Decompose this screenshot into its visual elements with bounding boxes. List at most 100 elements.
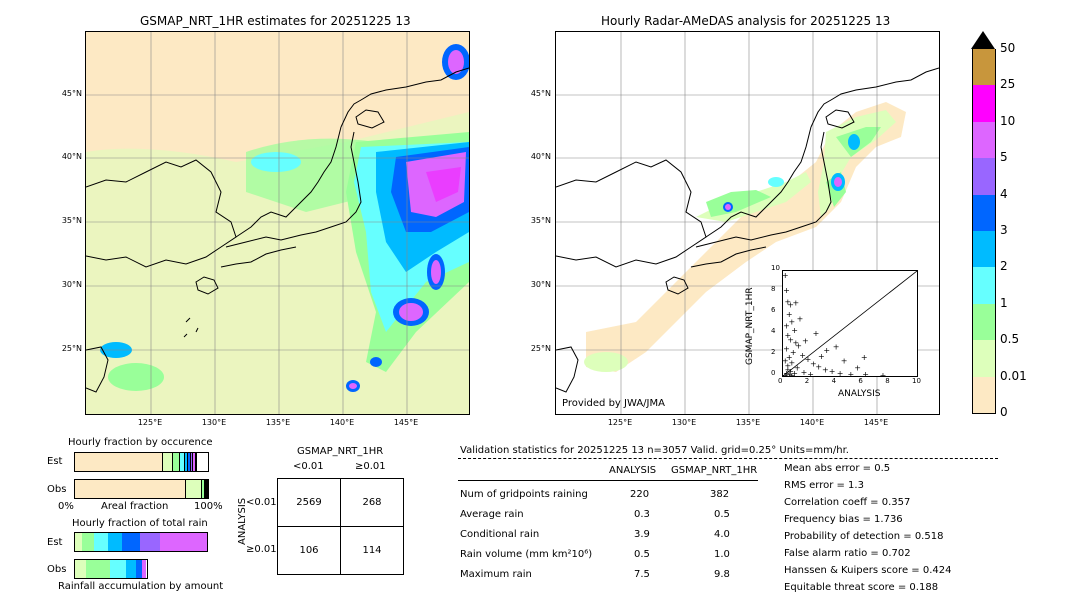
validation-col-gsmap: GSMAP_NRT_1HR [671,465,758,476]
scatter-point: + [791,369,798,376]
stat-analysis-gridpoints: 220 [630,489,650,500]
occurrence-segment [193,453,196,471]
right-map-canvas [556,32,939,414]
occurrence-est-label: Est [47,456,63,467]
validation-col-analysis: ANALYSIS [609,465,657,476]
colorbar-label: 4 [1000,186,1008,201]
contingency-cell-12: 268 [340,478,404,527]
contingency-table: 2569 268 106 114 [277,478,404,575]
left-map [85,31,470,415]
scatter-point: + [783,356,789,365]
stat-label-average: Average rain [460,509,524,520]
colorbar-segment [972,158,996,195]
scatter-point: + [783,345,790,354]
metric-freq-bias: Frequency bias = 1.736 [784,514,903,525]
scatter-point: + [783,369,790,376]
occurrence-segment [188,453,191,471]
right-map: + + + + + + + + + + + + + + + + + + + + + + + + + + + + + + + + + + + + + + + +… [555,31,940,415]
metric-rmse: RMS error = 1.3 [784,480,864,491]
colorbar-segment [972,121,996,159]
contingency-cell-22: 114 [340,526,404,575]
contingency-col2: ≥0.01 [355,461,386,472]
scatter-point: + [880,371,887,376]
colorbar-label: 1 [1000,295,1008,310]
scatter-ytick: 2 [771,348,776,356]
scatter-point: + [785,331,792,340]
colorbar-segment [972,49,996,86]
scatter-point: + [815,363,822,372]
scatter-point: + [822,366,829,375]
occurrence-axis-right: 100% [194,501,223,512]
amount-caption: Rainfall accumulation by amount [58,581,224,592]
occurrence-segment [204,480,206,498]
colorbar-label: 3 [1000,223,1008,237]
scatter-point: + [805,355,812,364]
amount-est-label: Est [47,537,63,548]
left-lon-130: 130°E [201,418,227,427]
metric-hk: Hanssen & Kuipers score = 0.424 [784,565,952,576]
scatter-point: + [785,362,792,371]
contingency-row1: <0.01 [246,497,277,508]
occurrence-segment [195,453,198,471]
occurrence-segment [190,453,194,471]
left-lat-35: 35°N [61,216,82,225]
scatter-point: + [783,271,789,280]
validation-header: Validation statistics for 20251225 13 n=… [460,445,849,456]
amount-obs-label: Obs [47,564,67,575]
occurrence-title: Hourly fraction by occurence [68,437,213,448]
scatter-inset: + + + + + + + + + + + + + + + + + + + + + + + + + + + + + + + + + + + + + + + +… [782,270,918,380]
scatter-point: + [789,371,796,376]
stat-gsmap-average: 0.5 [714,509,730,520]
metric-corr: Correlation coeff = 0.357 [784,497,911,508]
right-lat-25: 25°N [530,344,551,353]
amount-obs-bar [74,559,148,579]
validation-divider [458,458,998,459]
contingency-cell-21: 106 [277,526,341,575]
scatter-point: + [837,369,844,376]
scatter-point: + [793,338,800,347]
right-lat-30: 30°N [530,280,551,289]
scatter-point: + [797,314,804,323]
colorbar-label: 5 [1000,150,1008,165]
scatter-point: + [785,366,792,375]
left-lat-45: 45°N [61,89,82,98]
stat-gsmap-conditional: 4.0 [714,529,730,540]
scatter-xtick: 4 [831,377,837,385]
scatter-point: + [794,364,801,373]
occurrence-obs-label: Obs [47,484,67,495]
scatter-point: + [801,368,808,376]
amount-title: Hourly fraction of total rain [72,518,208,529]
scatter-point: + [790,348,797,357]
stat-analysis-average: 0.3 [634,509,650,520]
left-lon-140: 140°E [329,418,355,427]
stat-label-gridpoints: Num of gridpoints raining [460,489,588,500]
right-lon-125: 125°E [607,418,633,427]
right-lon-145: 145°E [863,418,889,427]
credit-label: Provided by JWA/JMA [562,398,665,409]
right-lat-45: 45°N [530,89,551,98]
stat-gsmap-gridpoints: 382 [710,489,730,500]
scatter-point: + [807,370,814,376]
occurrence-segment [206,480,207,498]
scatter-xtick: 0 [778,377,783,385]
stat-analysis-volume: 0.5 [634,549,650,560]
scatter-point: + [789,358,796,367]
scatter-point: + [823,346,830,355]
scatter-point: + [813,329,820,338]
scatter-ytick: 10 [771,264,780,272]
contingency-cell-11: 2569 [277,478,341,527]
colorbar-label: 50 [1000,41,1016,55]
right-lon-135: 135°E [735,418,761,427]
scatter-point: + [818,352,825,361]
colorbar-label: 0.01 [1000,368,1027,383]
right-lon-130: 130°E [671,418,697,427]
contingency-row2: ≥0.01 [246,544,277,555]
contingency-title: GSMAP_NRT_1HR [297,446,384,457]
colorbar-label: 0.5 [1000,332,1020,347]
metric-ets: Equitable threat score = 0.188 [784,582,939,593]
scatter-xtick: 8 [885,377,890,385]
validation-col-rule [458,480,758,481]
scatter-ytick: 4 [771,327,776,335]
colorbar-segment [972,267,996,304]
occurrence-segment [173,453,181,471]
